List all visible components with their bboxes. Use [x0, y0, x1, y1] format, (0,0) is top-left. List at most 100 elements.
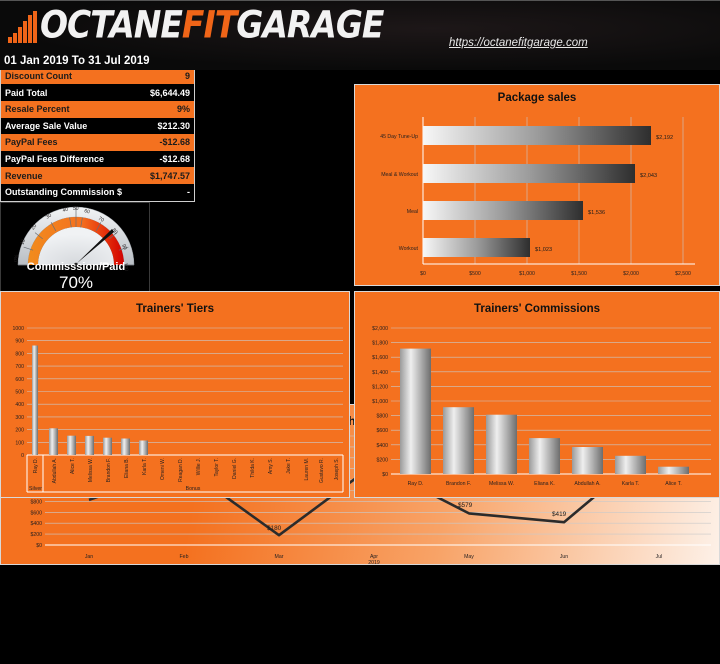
kpi-label: Paid Total [5, 87, 48, 98]
kpi-value: $1,747.57 [149, 170, 190, 181]
y-tick: $400 [30, 521, 42, 527]
bar-meal[interactable] [423, 201, 583, 220]
gauge-tick-100: 100% [122, 262, 130, 271]
package-sales-bars [423, 126, 651, 257]
bar-value-label: $2,043 [640, 173, 657, 179]
cat-label: Reagan D. [178, 458, 184, 482]
bar-trainer[interactable] [32, 345, 38, 456]
x-tick: Jan [85, 554, 93, 560]
y-tick: 300 [15, 415, 24, 421]
bar-alice-t[interactable] [658, 466, 689, 474]
trainers-tiers-bars [32, 345, 148, 456]
point-label: $419 [552, 511, 567, 518]
svg-text:20: 20 [30, 223, 38, 231]
cat-label: Ray D. [408, 481, 424, 487]
x-tick: $2,500 [675, 271, 691, 277]
trainers-tiers-chart: Trainers' Tiers 1000 900 800 700 600 500… [0, 291, 350, 498]
cat-label: Taylor T. [214, 458, 220, 477]
table-row[interactable]: Discount Count 9 [1, 67, 194, 85]
gauge-needle [73, 229, 114, 268]
x-tick: Mar [275, 554, 284, 560]
bar-brandon-f[interactable] [443, 407, 474, 474]
bar-workout[interactable] [423, 238, 530, 257]
kpi-value: -$12.68 [159, 137, 190, 148]
trainers-tiers-title: Trainers' Tiers [136, 303, 214, 315]
bar-value-label: $2,192 [656, 135, 673, 141]
y-tick: 200 [15, 428, 24, 434]
x-tick: May [464, 554, 474, 560]
y-tick: $2,000 [372, 326, 388, 332]
table-row[interactable]: Paid Total $6,644.49 [1, 84, 194, 101]
svg-text:90: 90 [120, 243, 128, 251]
bar-meal-workout[interactable] [423, 164, 635, 183]
x-tick: Jul [656, 554, 663, 560]
bar-45-day-tune-up[interactable] [423, 126, 651, 145]
brand-logo: OCTANEFITGARAGE [8, 6, 384, 43]
bar-karla-t[interactable] [615, 455, 646, 474]
y-tick: 900 [15, 339, 24, 345]
y-tick: 500 [15, 390, 24, 396]
cat-label: Jake T. [286, 458, 292, 474]
bar-eliana-k[interactable] [529, 438, 560, 474]
kpi-label: Discount Count [5, 71, 72, 82]
package-sales-svg: Package sales 45 Day Tune-Up Mea [380, 92, 695, 277]
gauge-tick-0: 0% [14, 254, 20, 263]
kpi-value: 9% [176, 104, 190, 115]
y-tick: 1000 [12, 326, 24, 332]
y-tick: $800 [376, 414, 388, 420]
bar-trainer[interactable] [67, 435, 76, 455]
bar-trainer[interactable] [103, 437, 112, 455]
table-row[interactable]: Outstanding Commission $ - [1, 183, 194, 201]
cat-label: Alice T. [70, 458, 76, 474]
brand-octane: OCTANE [40, 2, 183, 47]
y-tick: 0 [21, 453, 24, 459]
cat-label: Daniel G. [232, 458, 238, 479]
kpi-label: Average Sale Value [5, 120, 88, 131]
axis-label-bonus: Bonus [186, 486, 201, 492]
bar-trainer[interactable] [49, 428, 58, 455]
cat-label: Meal & Workout [381, 172, 418, 178]
cat-label: Lauren M. [304, 458, 310, 481]
cat-label: Melissa W. [489, 481, 514, 487]
table-row[interactable]: Resale Percent 9% [1, 100, 194, 118]
kpi-label: PayPal Fees Difference [5, 154, 105, 165]
site-url-link[interactable]: https://octanefitgarage.com [449, 37, 588, 49]
bar-trainer[interactable] [85, 435, 94, 455]
bar-ray-d[interactable] [400, 348, 431, 474]
table-row[interactable]: Average Sale Value $212.30 [1, 117, 194, 135]
x-tick: $500 [469, 271, 481, 277]
table-row[interactable]: Revenue $1,747.57 [1, 167, 194, 184]
date-range-label: 01 Jan 2019 To 31 Jul 2019 [4, 55, 150, 67]
y-tick: $200 [30, 532, 42, 538]
x-tick: $1,500 [571, 271, 587, 277]
kpi-value: $212.30 [157, 120, 190, 131]
bar-trainer[interactable] [139, 440, 148, 456]
brand-garage: GARAGE [236, 2, 384, 47]
svg-text:70: 70 [97, 216, 105, 224]
commissions-bars [400, 348, 689, 474]
y-tick: $1,200 [372, 384, 388, 390]
cat-label: Karla T. [622, 481, 640, 487]
bar-melissa-w[interactable] [486, 414, 517, 474]
bar-abdullah-a[interactable] [572, 447, 603, 474]
cat-label: Brandon F. [446, 481, 471, 487]
table-row[interactable]: PayPal Fees -$12.68 [1, 134, 194, 151]
bar-value-label: $1,536 [588, 210, 605, 216]
svg-text:80: 80 [111, 227, 119, 235]
brand-fit: FIT [181, 2, 237, 47]
table-row[interactable]: PayPal Fees Difference -$12.68 [1, 150, 194, 168]
cat-label: Amy S. [268, 458, 274, 474]
gauge-commission-paid-label: Commisssion/Paid [26, 261, 126, 273]
svg-text:40: 40 [62, 207, 69, 214]
trainers-commissions-chart: Trainers' Commissions $2,000 $1,800 $1,6… [354, 291, 720, 498]
y-tick: $1,800 [372, 341, 388, 347]
cat-label: Karla T. [142, 458, 148, 475]
svg-text:10: 10 [19, 238, 27, 246]
cat-label: Joseph S. [334, 458, 340, 480]
cat-label: Brandon F. [106, 458, 112, 482]
x-tick: Apr [370, 554, 378, 560]
bar-trainer[interactable] [121, 438, 130, 456]
x-tick: $2,000 [623, 271, 639, 277]
x-tick: Jun [560, 554, 568, 560]
y-tick: $200 [376, 457, 388, 463]
